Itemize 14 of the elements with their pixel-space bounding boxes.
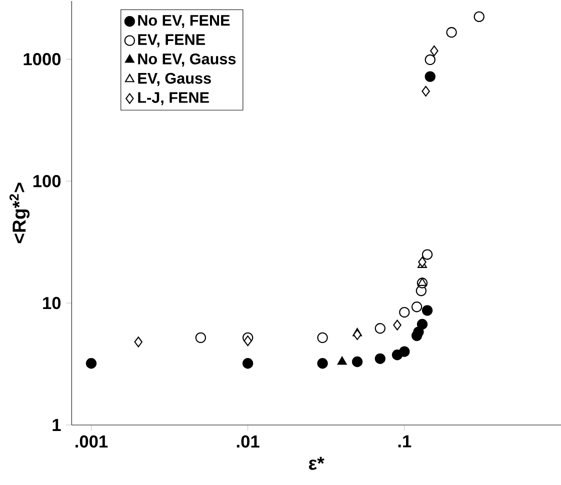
x-axis-title: ε* [308,456,324,470]
x-tick-label: .001 [76,435,108,448]
legend-label: L-J, FENE [138,92,209,106]
y-tick-label: 1 [52,419,61,431]
legend-label: EV, Gauss [138,72,211,86]
legend-label: No EV, Gauss [138,54,236,67]
x-tick-label: .1 [398,435,412,448]
legend-label: No EV, FENE [138,15,230,28]
x-tick-label: .01 [236,435,260,448]
y-tick-label: 1000 [24,53,61,66]
y-tick-label: 10 [43,296,61,310]
legend-label: EV, FENE [138,34,205,48]
y-axis-title: <Rg*$^{2}$> [10,182,30,244]
y-tick-label: 100 [33,174,61,188]
